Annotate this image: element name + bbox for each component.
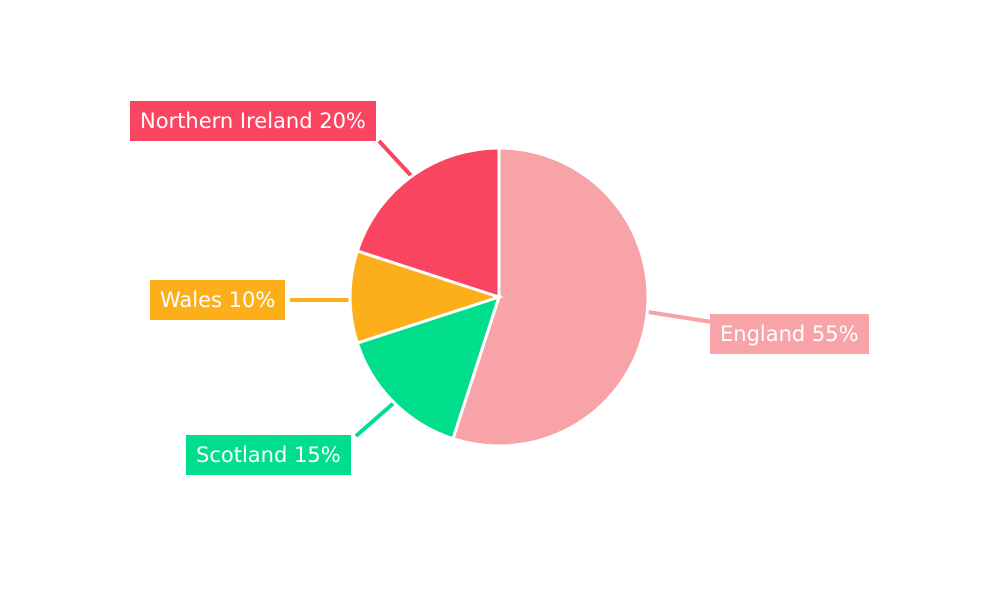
pie-label-northern-ireland-text: Northern Ireland 20% [140, 109, 366, 133]
pie-label-northern-ireland[interactable]: Northern Ireland 20% [130, 101, 376, 141]
pie-wedges [348, 146, 650, 448]
pie-slice-wales[interactable] [348, 249, 504, 345]
leader-line-northern-ireland [377, 139, 418, 183]
pie-slice-england[interactable] [451, 146, 650, 448]
pie-label-wales[interactable]: Wales 10% [150, 280, 286, 320]
leader-line-scotland [354, 399, 398, 438]
pie-slice-northern-ireland[interactable] [355, 146, 501, 300]
pie-label-wales-text: Wales 10% [160, 288, 276, 312]
pie-label-scotland-text: Scotland 15% [196, 443, 341, 467]
leader-line-england [647, 310, 713, 324]
pie-label-scotland[interactable]: Scotland 15% [186, 435, 351, 475]
pie-label-england[interactable]: England 55% [710, 314, 869, 354]
pie-label-england-text: England 55% [720, 322, 859, 346]
